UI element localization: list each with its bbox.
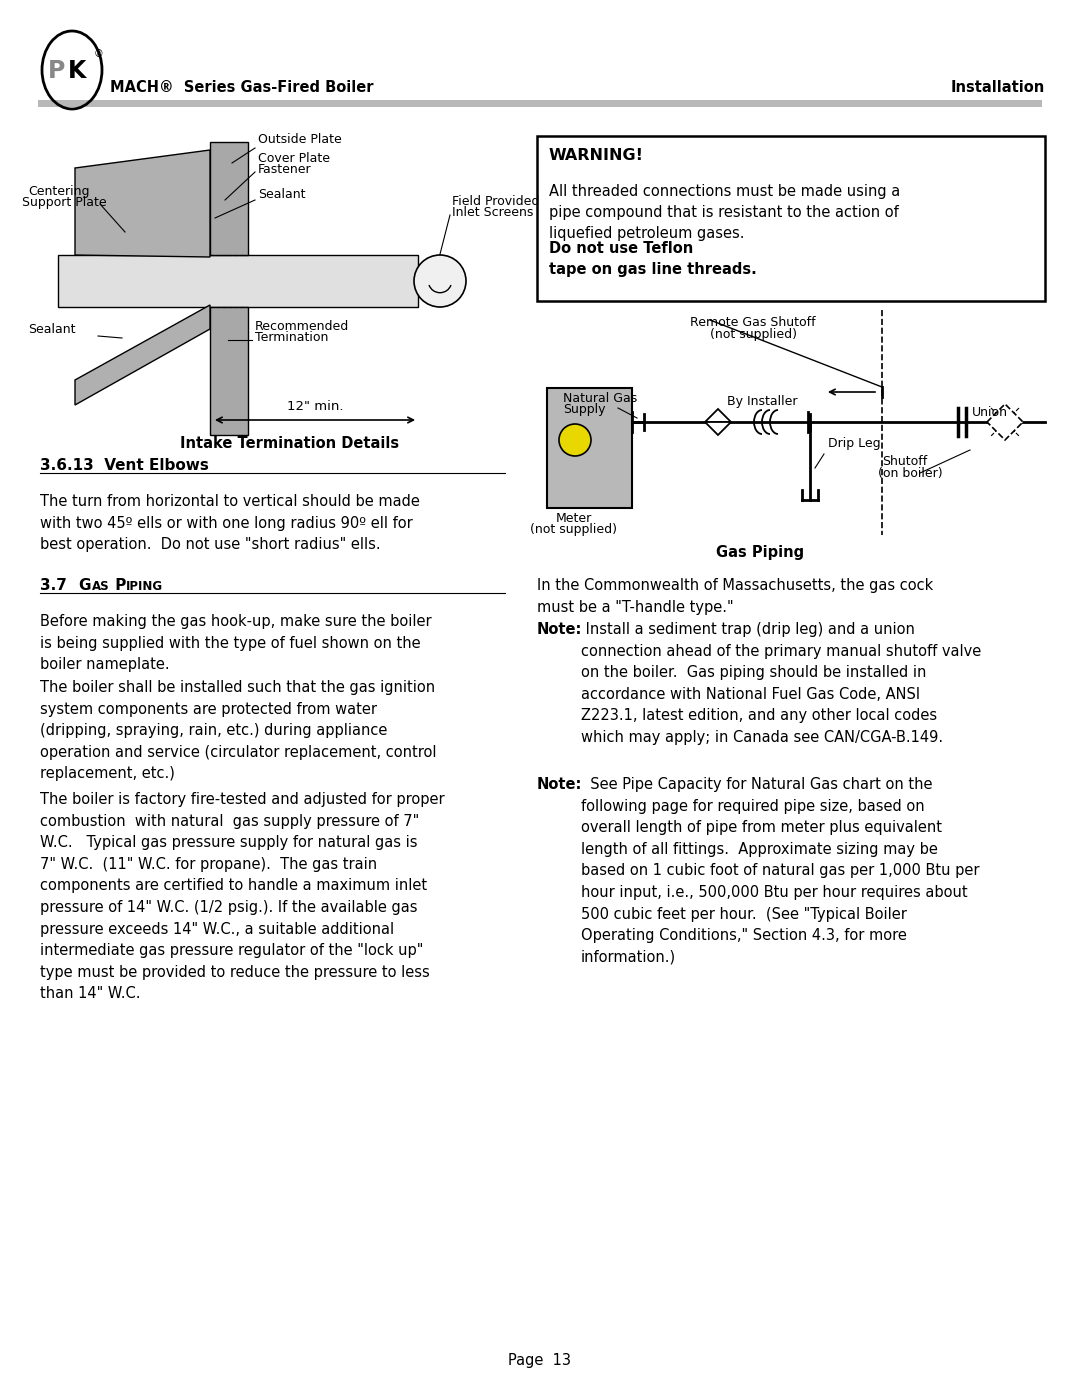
Text: Meter: Meter (556, 511, 592, 525)
Text: Cover Plate: Cover Plate (258, 152, 330, 165)
Text: (not supplied): (not supplied) (530, 522, 618, 536)
Text: Sealant: Sealant (258, 189, 306, 201)
Text: Recommended: Recommended (255, 320, 349, 332)
Text: Supply: Supply (563, 402, 606, 416)
Text: ®: ® (94, 49, 104, 59)
Text: MACH®  Series Gas-Fired Boiler: MACH® Series Gas-Fired Boiler (110, 80, 374, 95)
Text: 3.7: 3.7 (40, 578, 78, 592)
Text: Install a sediment trap (drip leg) and a union
connection ahead of the primary m: Install a sediment trap (drip leg) and a… (581, 622, 982, 745)
Text: WARNING!: WARNING! (549, 148, 644, 163)
Text: Fastener: Fastener (258, 163, 312, 176)
Bar (546, 388, 632, 509)
Text: AS: AS (92, 580, 110, 592)
Text: The turn from horizontal to vertical should be made
with two 45º ells or with on: The turn from horizontal to vertical sho… (40, 495, 420, 552)
Text: Note:: Note: (537, 622, 582, 637)
Text: Note:: Note: (537, 777, 582, 792)
Text: The boiler is factory fire-tested and adjusted for proper
combustion  with natur: The boiler is factory fire-tested and ad… (40, 792, 445, 1002)
Text: See Pipe Capacity for Natural Gas chart on the
following page for required pipe : See Pipe Capacity for Natural Gas chart … (581, 777, 980, 965)
Text: The boiler shall be installed such that the gas ignition
system components are p: The boiler shall be installed such that … (40, 680, 436, 781)
Bar (210, 142, 248, 256)
Text: Gas Piping: Gas Piping (716, 545, 805, 560)
Bar (58, 256, 418, 307)
Text: All threaded connections must be made using a
pipe compound that is resistant to: All threaded connections must be made us… (549, 184, 901, 242)
Polygon shape (75, 305, 210, 405)
Text: Centering: Centering (28, 184, 90, 198)
Text: Do not use Teflon
tape on gas line threads.: Do not use Teflon tape on gas line threa… (549, 242, 757, 277)
Text: Natural Gas: Natural Gas (563, 393, 637, 405)
Text: IPING: IPING (126, 580, 163, 592)
Text: Union: Union (972, 407, 1008, 419)
Text: In the Commonwealth of Massachusetts, the gas cock
must be a "T-handle type.": In the Commonwealth of Massachusetts, th… (537, 578, 933, 615)
Text: P: P (110, 578, 126, 592)
Text: Installation: Installation (950, 80, 1045, 95)
Text: Remote Gas Shutoff: Remote Gas Shutoff (690, 316, 815, 330)
Text: Field Provided: Field Provided (453, 196, 539, 208)
Bar (537, 136, 1045, 300)
Text: Outside Plate: Outside Plate (258, 133, 341, 147)
Text: By Installer: By Installer (727, 395, 797, 408)
Text: K: K (68, 59, 86, 82)
Text: Support Plate: Support Plate (22, 196, 107, 210)
Polygon shape (75, 149, 210, 257)
Text: (not supplied): (not supplied) (710, 328, 797, 341)
Polygon shape (705, 422, 731, 434)
Text: Page  13: Page 13 (509, 1354, 571, 1368)
Text: G: G (78, 578, 91, 592)
Polygon shape (705, 409, 731, 422)
Text: (on boiler): (on boiler) (878, 467, 943, 481)
Text: Intake Termination Details: Intake Termination Details (180, 436, 400, 451)
Text: P: P (48, 59, 66, 82)
Text: Termination: Termination (255, 331, 328, 344)
Text: Before making the gas hook-up, make sure the boiler
is being supplied with the t: Before making the gas hook-up, make sure… (40, 615, 432, 672)
Text: Sealant: Sealant (28, 323, 76, 337)
Text: Drip Leg: Drip Leg (828, 437, 880, 450)
Circle shape (414, 256, 465, 307)
Text: 3.6.13  Vent Elbows: 3.6.13 Vent Elbows (40, 458, 208, 474)
Text: 12" min.: 12" min. (287, 400, 343, 414)
Circle shape (559, 425, 591, 455)
Bar (210, 307, 248, 434)
Polygon shape (987, 404, 1023, 440)
Text: Inlet Screens: Inlet Screens (453, 205, 534, 219)
Bar (38, 101, 1042, 108)
Text: Shutoff: Shutoff (882, 455, 928, 468)
